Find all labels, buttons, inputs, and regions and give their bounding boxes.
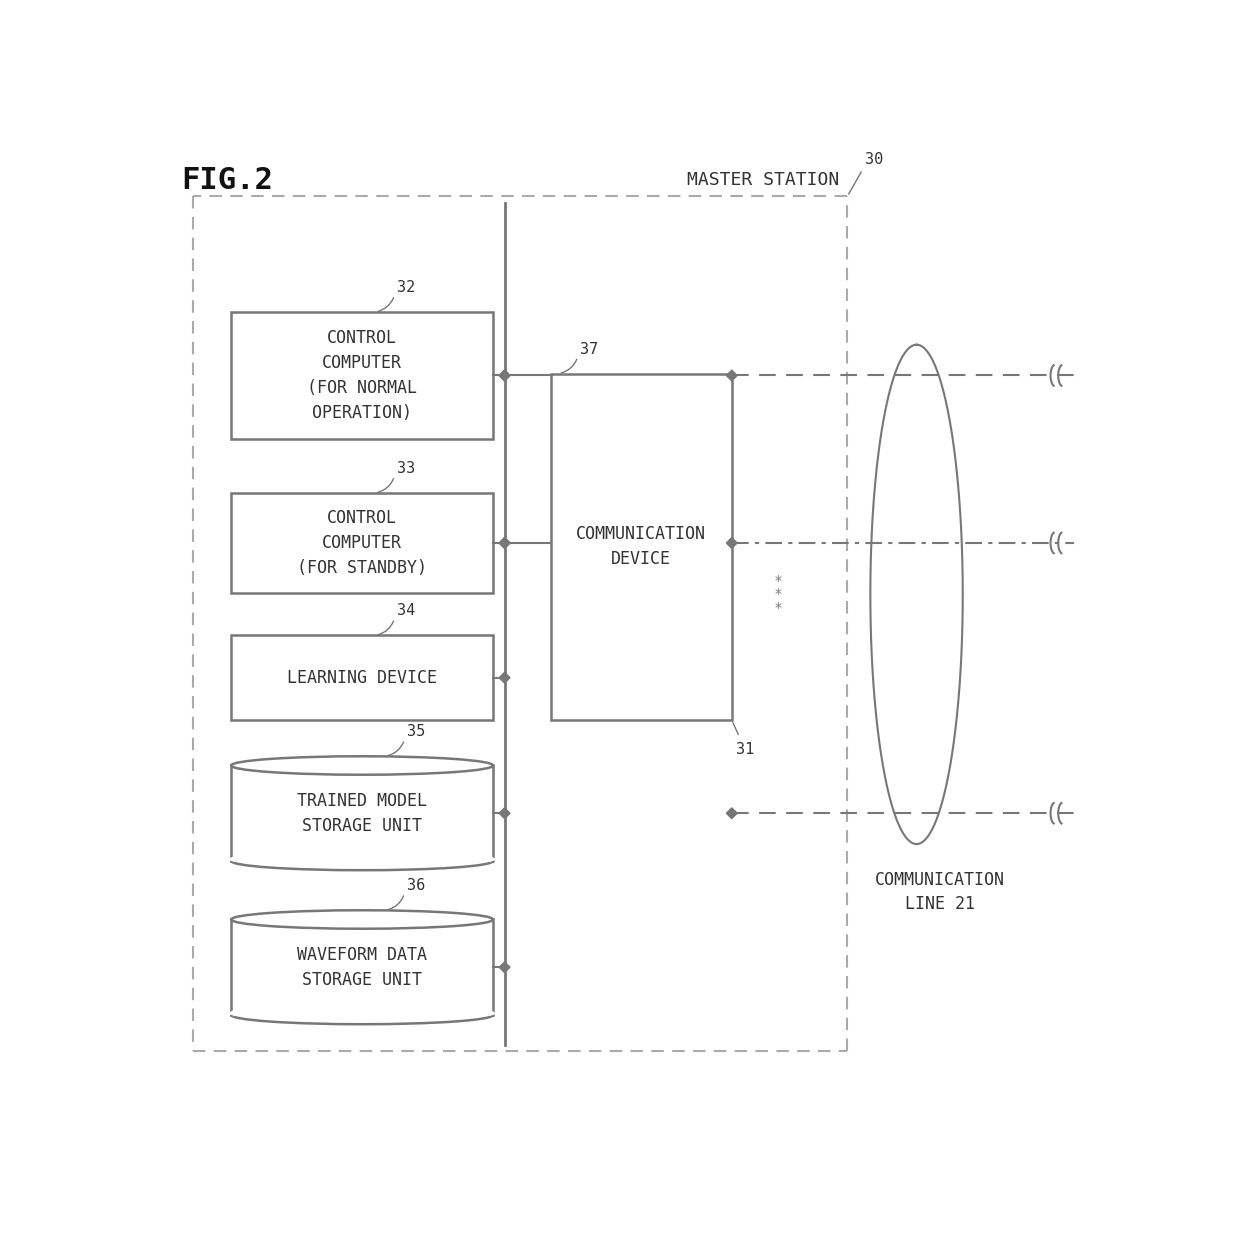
- Polygon shape: [500, 962, 510, 973]
- Polygon shape: [727, 370, 737, 381]
- Polygon shape: [500, 538, 510, 549]
- Polygon shape: [500, 370, 510, 381]
- Text: CONTROL
COMPUTER
(FOR NORMAL
OPERATION): CONTROL COMPUTER (FOR NORMAL OPERATION): [308, 329, 417, 422]
- Polygon shape: [500, 672, 510, 683]
- Text: MASTER STATION: MASTER STATION: [687, 170, 839, 189]
- Text: 34: 34: [397, 603, 415, 619]
- Ellipse shape: [231, 1006, 494, 1025]
- Polygon shape: [500, 370, 510, 381]
- Polygon shape: [500, 808, 510, 819]
- Polygon shape: [727, 538, 737, 549]
- Text: 36: 36: [407, 878, 425, 894]
- Bar: [231, 312, 494, 439]
- Text: 37: 37: [580, 342, 599, 356]
- Text: 32: 32: [397, 280, 415, 295]
- Text: WAVEFORM DATA
STORAGE UNIT: WAVEFORM DATA STORAGE UNIT: [298, 946, 427, 989]
- Text: *: *: [775, 602, 781, 615]
- Bar: [231, 766, 494, 861]
- Text: *: *: [775, 573, 781, 587]
- Text: COMMUNICATION
DEVICE: COMMUNICATION DEVICE: [577, 525, 707, 568]
- Text: FIG.2: FIG.2: [181, 165, 273, 195]
- Text: CONTROL
COMPUTER
(FOR STANDBY): CONTROL COMPUTER (FOR STANDBY): [298, 509, 427, 577]
- Bar: [231, 635, 494, 720]
- Text: 30: 30: [866, 152, 883, 168]
- Ellipse shape: [231, 756, 494, 774]
- Bar: [231, 493, 494, 593]
- Text: 31: 31: [735, 741, 754, 757]
- Text: *: *: [775, 587, 781, 602]
- Text: 33: 33: [397, 461, 415, 476]
- Text: 35: 35: [407, 724, 425, 740]
- Bar: [551, 374, 732, 720]
- Text: TRAINED MODEL
STORAGE UNIT: TRAINED MODEL STORAGE UNIT: [298, 792, 427, 835]
- Ellipse shape: [231, 910, 494, 928]
- Bar: [231, 920, 494, 1015]
- Polygon shape: [500, 538, 510, 549]
- Ellipse shape: [231, 852, 494, 870]
- Text: LEARNING DEVICE: LEARNING DEVICE: [288, 668, 438, 687]
- Text: COMMUNICATION
LINE 21: COMMUNICATION LINE 21: [874, 870, 1004, 912]
- Polygon shape: [727, 808, 737, 819]
